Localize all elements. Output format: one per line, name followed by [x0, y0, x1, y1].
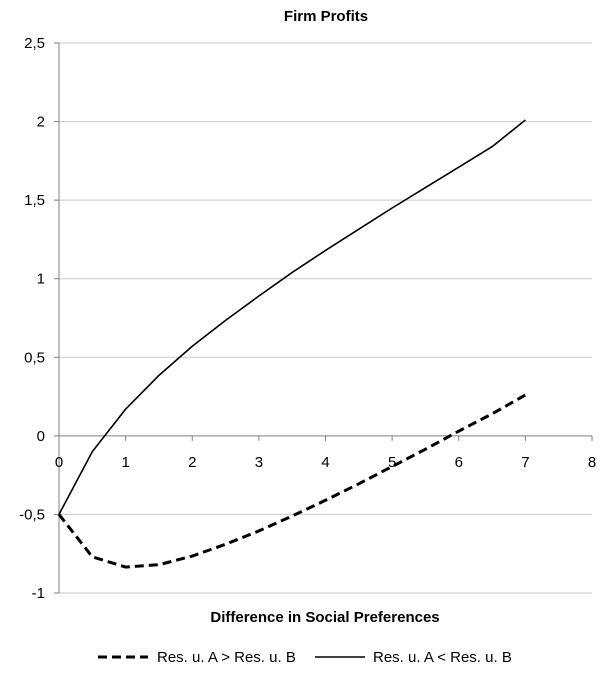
x-axis-title: Difference in Social Preferences [210, 609, 439, 626]
y-tick-label: 2 [37, 114, 45, 131]
legend-label: Res. u. A > Res. u. B [157, 649, 296, 666]
x-tick-label: 1 [121, 454, 129, 471]
legend: Res. u. A > Res. u. B Res. u. A < Res. u.… [98, 649, 512, 666]
x-tick-label: 0 [55, 454, 63, 471]
x-tick-label: 6 [455, 454, 463, 471]
axes: -1 -0,5 0 0,5 1 1,5 2 2,5 0 1 2 3 4 5 6 7 8 [19, 35, 596, 602]
y-tick-label: 1,5 [24, 192, 45, 209]
y-tick-label: 0 [37, 428, 45, 445]
y-tick-label: 0,5 [24, 349, 45, 366]
x-tick-label: 4 [321, 454, 329, 471]
x-tick-label: 5 [388, 454, 396, 471]
legend-label: Res. u. A < Res. u. B [373, 649, 512, 666]
y-tick-label: -1 [32, 585, 45, 602]
series-line-dashed [57, 393, 527, 569]
x-tick-label: 8 [588, 454, 596, 471]
x-tick-label: 2 [188, 454, 196, 471]
y-tick-label: 1 [37, 271, 45, 288]
chart-title: Firm Profits [284, 8, 368, 25]
x-tick-label: 7 [521, 454, 529, 471]
x-tick-label: 3 [255, 454, 263, 471]
series-line-solid [58, 119, 526, 515]
series-lines [57, 119, 527, 569]
y-tick-label: 2,5 [24, 35, 45, 52]
y-tick-label: -0,5 [19, 506, 45, 523]
gridlines [59, 42, 592, 594]
